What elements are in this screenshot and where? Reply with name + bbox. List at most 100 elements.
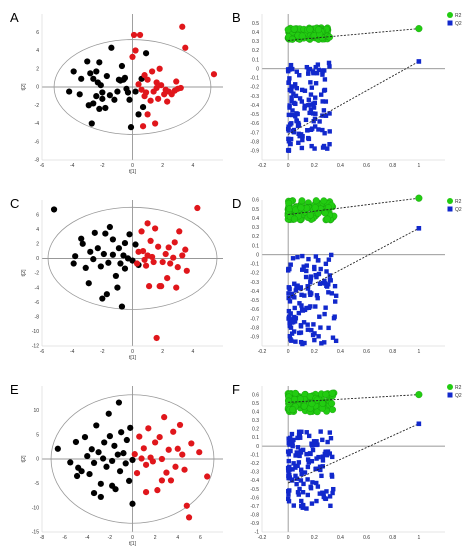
q2-permutation-point	[299, 498, 304, 504]
q2-regression-line	[287, 61, 420, 135]
q2-permutation-point	[297, 285, 302, 291]
q2-permutation-point	[305, 457, 311, 462]
score-point-black	[87, 248, 94, 255]
q2-permutation-point	[291, 461, 296, 466]
q2-permutation-point	[294, 450, 299, 455]
x-tick-label: 0	[131, 535, 134, 541]
q2-permutation-point	[329, 291, 335, 296]
score-point-red	[141, 72, 148, 79]
q2-permutation-point	[328, 436, 334, 441]
q2-permutation-point	[290, 441, 295, 446]
q2-permutation-point	[300, 253, 305, 259]
x-tick-label: 1	[417, 163, 420, 169]
q2-permutation-point	[302, 88, 308, 93]
q2-permutation-point	[292, 281, 297, 286]
r2-permutation-point	[323, 215, 331, 223]
q2-permutation-point	[320, 99, 325, 104]
q2-permutation-point	[327, 494, 333, 499]
x-tick-label: 0	[287, 163, 290, 169]
q2-permutation-point	[328, 278, 333, 283]
score-point-red	[170, 254, 177, 261]
q2-permutation-point	[314, 293, 320, 298]
q2-permutation-point	[305, 464, 311, 470]
score-point-black	[85, 102, 92, 109]
y-tick-label: -2	[35, 103, 40, 109]
q2-permutation-point	[309, 291, 314, 296]
y-tick-label: -0.6	[250, 121, 259, 127]
x-tick-label: 0.6	[363, 535, 370, 541]
panel-label-c: C	[10, 196, 19, 211]
q2-permutation-point	[290, 467, 295, 472]
q2-regression-line	[287, 227, 420, 299]
q2-permutation-point	[293, 82, 298, 87]
q2-permutation-point	[318, 429, 323, 434]
q2-permutation-point	[296, 492, 301, 497]
score-point-red	[173, 284, 180, 291]
score-point-black	[109, 457, 116, 465]
score-point-black	[82, 264, 89, 271]
score-point-black	[109, 236, 116, 243]
y-tick-label: -0.4	[250, 289, 259, 295]
q2-permutation-point	[297, 301, 302, 306]
q2-permutation-point	[299, 87, 305, 93]
q2-permutation-point	[304, 268, 309, 274]
score-point-black	[120, 252, 127, 259]
q2-permutation-point	[297, 133, 302, 139]
q2-permutation-point	[312, 116, 318, 121]
q2-permutation-point	[294, 69, 300, 74]
q2-permutation-point	[320, 127, 325, 133]
q2-permutation-point	[286, 492, 291, 497]
q2-permutation-point	[293, 473, 298, 479]
score-point-red	[185, 514, 193, 521]
q2-permutation-point	[313, 254, 319, 259]
q2-permutation-point	[286, 316, 291, 321]
q2-permutation-point	[313, 111, 318, 116]
y-tick-label: -5	[35, 481, 40, 487]
score-point-black	[97, 82, 104, 89]
q2-permutation-point	[286, 124, 291, 129]
score-point-black	[93, 422, 100, 429]
x-tick-label: 0.4	[337, 535, 344, 541]
legend-q2-marker	[447, 20, 453, 26]
q2-permutation-point	[320, 437, 325, 443]
score-point-red	[179, 451, 186, 458]
q2-permutation-point	[316, 67, 321, 73]
q2-permutation-point	[320, 454, 325, 459]
score-point-black	[120, 450, 127, 457]
score-point-black	[93, 93, 100, 100]
q2-permutation-point	[318, 92, 324, 97]
score-point-black	[126, 96, 133, 103]
score-point-black	[132, 241, 139, 248]
q2-permutation-point	[322, 281, 328, 286]
r2-permutation-point	[311, 204, 319, 212]
y-tick-label: -0.3	[250, 94, 259, 100]
y-tick-label: 0.4	[252, 409, 259, 415]
score-point-red	[152, 225, 159, 232]
y-tick-label: 2	[36, 66, 39, 72]
q2-permutation-point	[305, 284, 310, 289]
y-tick-label: 0.4	[252, 30, 259, 36]
q2-permutation-point	[287, 472, 292, 478]
q2-permutation-point	[314, 480, 319, 486]
score-point-red	[158, 82, 165, 89]
q2-permutation-point	[322, 340, 327, 345]
y-tick-label: 0.2	[252, 234, 259, 240]
score-point-red	[150, 258, 157, 266]
score-point-black	[78, 75, 85, 82]
q2-permutation-point	[313, 466, 319, 471]
legend-r2-label: R2	[455, 199, 462, 205]
r2-permutation-point	[328, 389, 336, 397]
score-point-black	[72, 438, 80, 446]
score-point-black	[54, 445, 61, 452]
q2-permutation-point	[329, 252, 334, 258]
x-tick-label: 0	[287, 535, 290, 541]
q2-permutation-point	[306, 305, 312, 310]
score-point-red	[174, 264, 181, 271]
q2-permutation-point	[309, 327, 314, 333]
x-tick-label: 0.2	[311, 349, 318, 355]
q2-permutation-point	[311, 322, 316, 327]
score-point-red	[179, 252, 186, 259]
r2-permutation-point	[328, 399, 336, 407]
score-point-red	[176, 421, 184, 429]
y-tick-label: -0.5	[250, 112, 259, 118]
